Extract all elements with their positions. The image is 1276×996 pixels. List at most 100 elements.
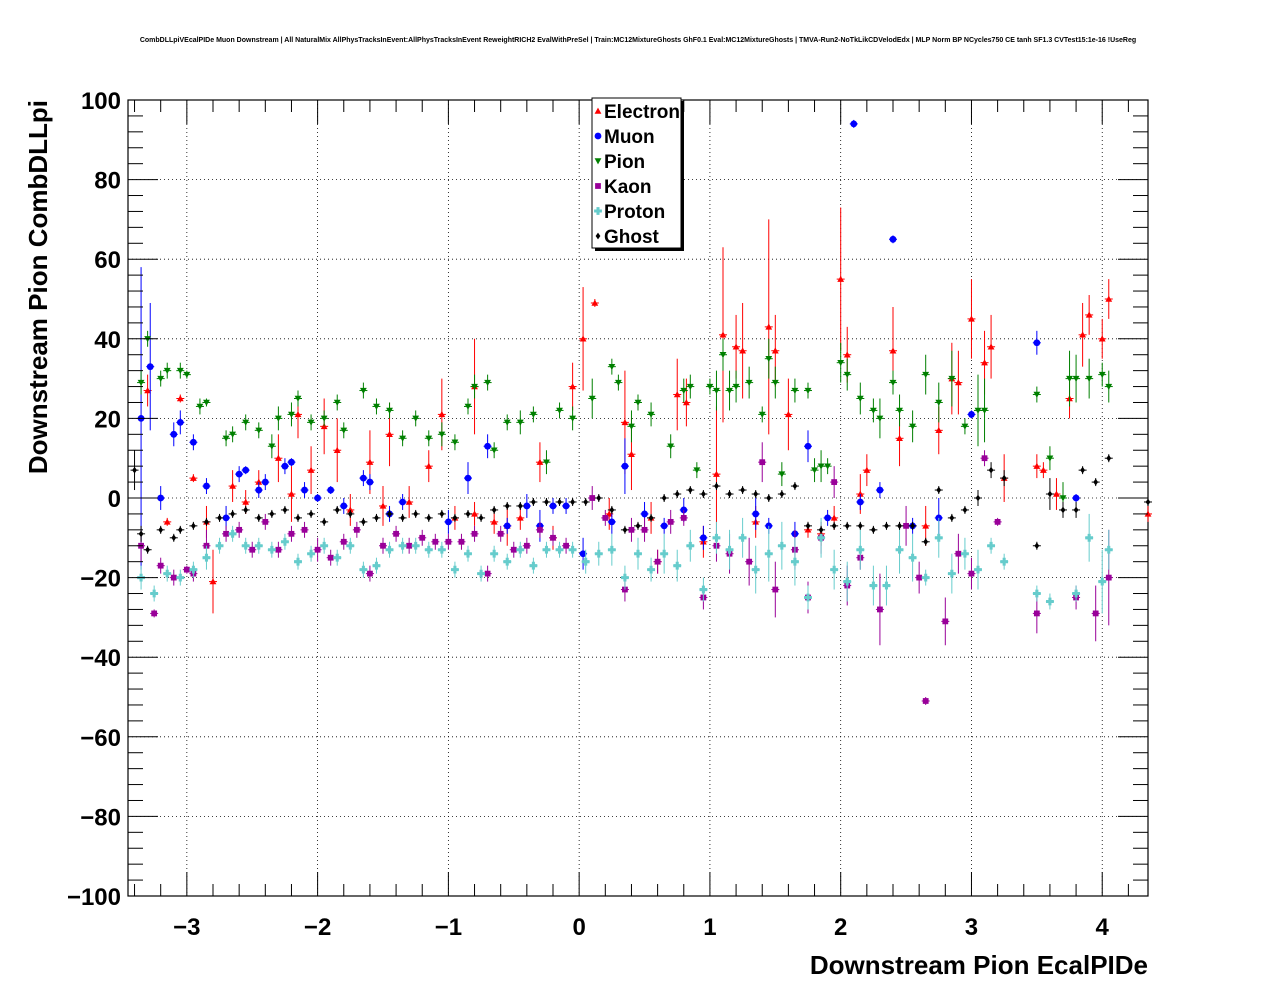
- kaon-marker: [550, 534, 556, 541]
- kaon-point: [993, 517, 1002, 526]
- electron-point: [568, 362, 577, 411]
- proton-marker: [267, 545, 276, 554]
- pion-point: [607, 358, 616, 375]
- muon-point: [287, 458, 296, 467]
- pion-point: [719, 338, 727, 371]
- pion-marker: [222, 435, 230, 442]
- pion-marker: [288, 411, 295, 418]
- proton-point: [215, 537, 224, 554]
- kaon-marker: [380, 542, 386, 549]
- x-tick-label: 1: [703, 914, 716, 941]
- kaon-marker: [151, 610, 158, 617]
- muon-marker: [340, 502, 348, 510]
- muon-marker: [579, 550, 587, 558]
- muon-point: [444, 509, 453, 534]
- proton-point: [542, 541, 551, 558]
- ghost-marker: [1060, 506, 1066, 514]
- electron-point: [836, 207, 845, 351]
- muon-point: [326, 486, 335, 495]
- electron-marker: [163, 518, 171, 525]
- pion-marker: [647, 411, 655, 418]
- pion-marker: [948, 375, 956, 382]
- pion-marker: [320, 415, 328, 422]
- ghost-point: [189, 521, 198, 530]
- muon-marker: [856, 498, 864, 506]
- ghost-marker: [1047, 490, 1053, 498]
- kaon-point: [287, 525, 296, 542]
- pion-marker: [425, 435, 433, 442]
- kaon-marker: [994, 518, 1001, 525]
- proton-marker: [634, 549, 642, 558]
- ghost-marker: [204, 518, 209, 526]
- proton-marker: [294, 557, 302, 566]
- pion-point: [705, 378, 714, 395]
- pion-marker: [811, 467, 818, 474]
- proton-point: [895, 525, 904, 574]
- muon-point: [156, 486, 165, 510]
- proton-marker: [660, 549, 669, 558]
- electron-marker: [1053, 490, 1060, 497]
- electron-marker: [1105, 295, 1113, 302]
- electron-point: [307, 446, 316, 495]
- kaon-point: [496, 525, 505, 542]
- proton-marker: [568, 545, 577, 554]
- electron-marker: [242, 498, 250, 505]
- muon-marker: [608, 518, 616, 526]
- pion-point: [732, 370, 741, 403]
- kaon-marker: [236, 526, 243, 533]
- ghost-marker: [1034, 542, 1040, 550]
- proton-marker: [542, 545, 551, 554]
- electron-point: [333, 418, 342, 483]
- proton-point: [555, 541, 564, 558]
- ghost-point: [241, 505, 250, 514]
- ghost-marker: [347, 510, 353, 518]
- pion-marker: [359, 387, 367, 394]
- proton-point: [385, 541, 394, 558]
- kaon-marker: [955, 550, 962, 557]
- electron-marker: [229, 482, 237, 489]
- ghost-marker: [557, 498, 562, 506]
- kaon-point: [771, 561, 780, 618]
- muon-marker: [484, 442, 492, 450]
- proton-point: [529, 557, 538, 574]
- kaon-point: [679, 509, 688, 526]
- pion-point: [182, 370, 191, 379]
- ghost-point: [385, 509, 394, 518]
- electron-marker: [516, 514, 524, 521]
- ghost-marker: [478, 514, 484, 522]
- ghost-marker: [145, 546, 150, 554]
- kaon-marker: [223, 530, 229, 537]
- kaon-marker: [537, 526, 543, 533]
- y-tick-labels: −100 −80 −60 −40 −20 0 20 40 60 80 100: [67, 88, 121, 911]
- muon-point: [464, 462, 472, 495]
- kaon-point: [1091, 585, 1100, 642]
- electron-marker: [987, 343, 995, 350]
- pion-point: [555, 402, 564, 419]
- electron-marker: [739, 347, 747, 354]
- electron-point: [274, 434, 283, 483]
- proton-point: [581, 549, 590, 574]
- ghost-marker: [374, 514, 379, 522]
- y-axis-title: Downstream Pion CombDLLpi: [23, 100, 53, 474]
- muon-point: [202, 478, 211, 495]
- pion-point: [464, 398, 472, 415]
- ghost-point: [764, 494, 773, 502]
- electron-point: [1085, 295, 1094, 335]
- legend-item-pion: Pion: [594, 152, 645, 173]
- proton-point: [503, 553, 512, 570]
- y-tick-label: −80: [80, 804, 121, 831]
- pion-point: [267, 434, 276, 459]
- pion-marker: [137, 379, 145, 386]
- electron-marker: [1085, 311, 1093, 318]
- proton-marker: [686, 541, 695, 550]
- ghost-marker: [217, 514, 222, 522]
- x-axis-title: Downstream Pion EcalPIDe: [810, 950, 1148, 980]
- proton-point: [437, 541, 446, 558]
- ghost-point: [960, 505, 969, 514]
- chart-title: CombDLLpiVEcalPIDe Muon Downstream | All…: [140, 37, 1136, 44]
- proton-point: [411, 537, 420, 554]
- proton-point: [790, 537, 799, 586]
- kaon-marker: [746, 558, 753, 565]
- proton-marker: [477, 569, 485, 578]
